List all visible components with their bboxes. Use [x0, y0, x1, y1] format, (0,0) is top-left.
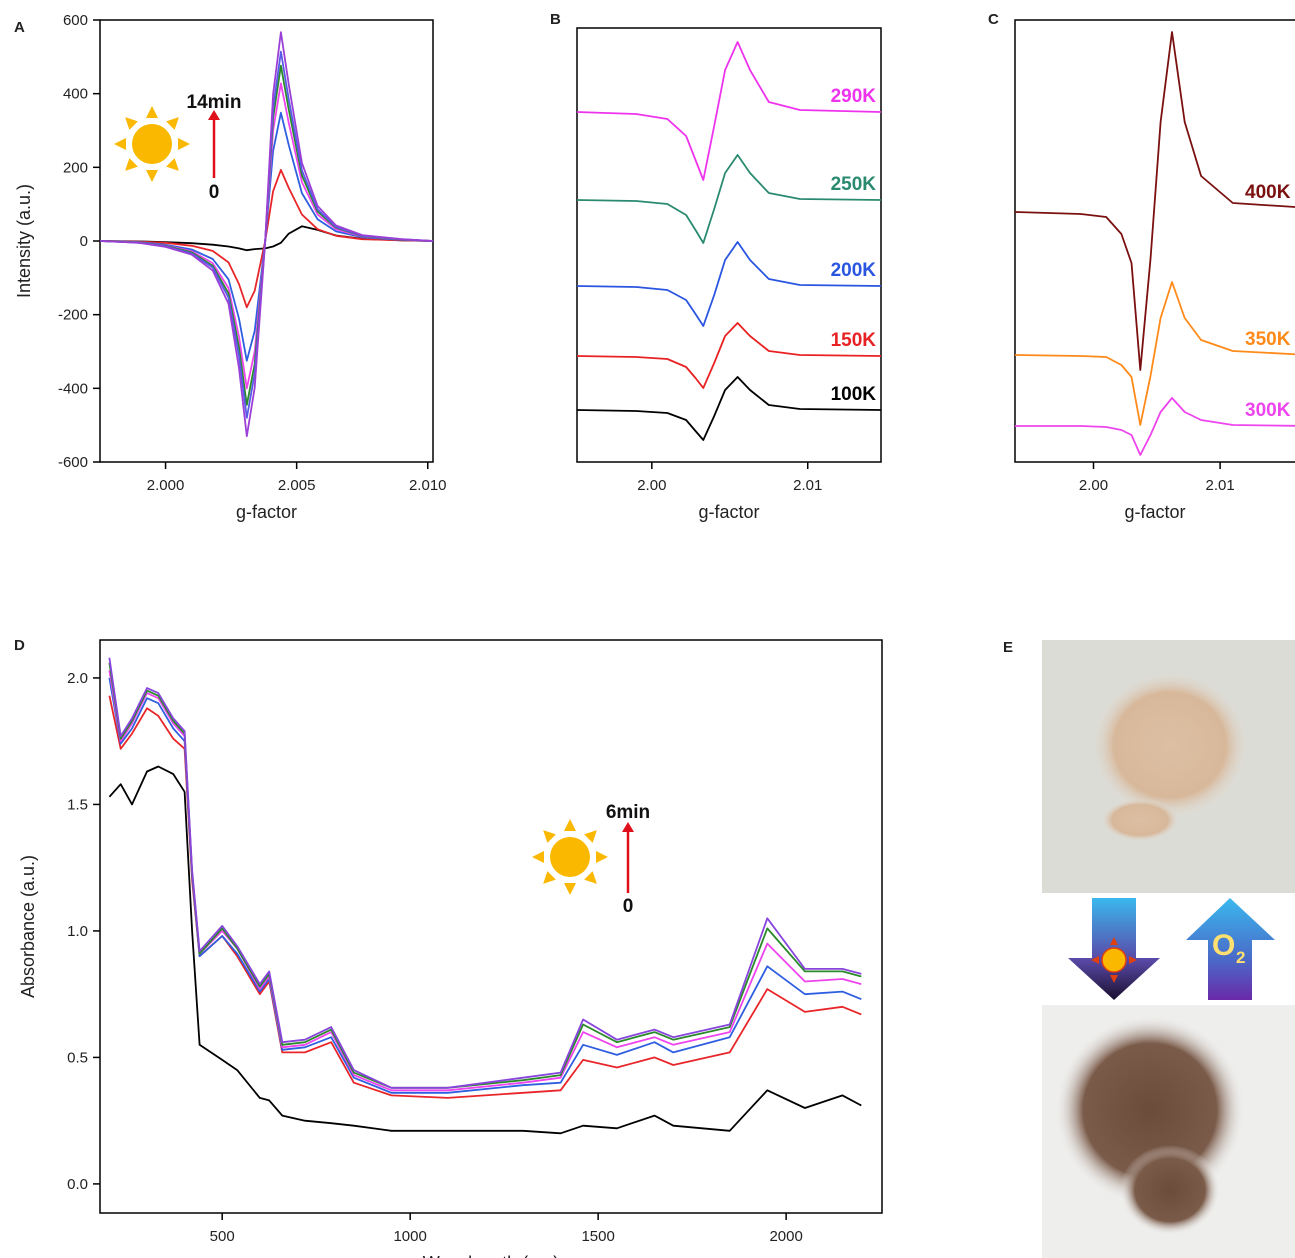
y-axis-title: Absorbance (a.u.) [18, 855, 38, 998]
x-tick-label: 2.00 [637, 477, 666, 494]
series-label: 350K [1245, 329, 1291, 350]
series-label: 200K [831, 260, 877, 281]
series-label: 290K [831, 86, 877, 107]
x-tick-label: 2.00 [1079, 477, 1108, 494]
data-line [109, 678, 861, 1093]
data-line [109, 696, 861, 1098]
sun-ray [564, 819, 576, 831]
y-tick-label: -400 [58, 380, 88, 397]
sun-ray [166, 158, 179, 171]
x-axis-title: g-factor [236, 502, 297, 522]
x-tick-label: 2.005 [278, 477, 316, 494]
data-line [577, 155, 881, 243]
plot-frame [1015, 20, 1295, 462]
annotation: 0 [623, 896, 634, 917]
sun-ray [596, 851, 608, 863]
x-axis-title: Wavelength (nm) [423, 1253, 559, 1258]
figure: E O 2 A2.0002.0052.010-600-400-200020040… [0, 0, 1295, 1258]
sun-ray [584, 830, 597, 843]
sun-ray [146, 106, 158, 118]
y-tick-label: -200 [58, 307, 88, 324]
fiber-blob [1090, 670, 1250, 820]
sun-ray [584, 871, 597, 884]
data-line [109, 658, 861, 1088]
series-label: 400K [1245, 182, 1291, 203]
sun-ray [564, 883, 576, 895]
data-line [109, 670, 861, 1090]
sun-ray [532, 851, 544, 863]
data-line [109, 767, 861, 1134]
data-line [577, 42, 881, 180]
sun-ray [178, 138, 190, 150]
data-line [577, 242, 881, 326]
fiber-blob [1120, 1145, 1220, 1235]
y-tick-label: 200 [63, 159, 88, 176]
annotation: 6min [606, 802, 650, 823]
panel-label: C [988, 11, 999, 28]
series-label: 300K [1245, 400, 1291, 421]
series-label: 150K [831, 330, 877, 351]
data-line [109, 663, 861, 1088]
panel-label: E [1003, 639, 1013, 656]
series-label: 100K [831, 384, 877, 405]
y-tick-label: 400 [63, 86, 88, 103]
x-tick-label: 500 [210, 1228, 235, 1245]
annotation: 0 [209, 182, 220, 203]
x-axis-title: g-factor [698, 502, 759, 522]
x-tick-label: 1000 [393, 1228, 426, 1245]
panel: C 2.00 2.01 g-factor 400K 350K 300K [988, 11, 1295, 522]
y-tick-label: 2.0 [67, 670, 88, 687]
x-tick-label: 1500 [581, 1228, 614, 1245]
sun-icon [532, 819, 608, 895]
arrow-head [622, 822, 634, 832]
y-tick-label: 1.5 [67, 796, 88, 813]
panel-label: D [14, 637, 25, 654]
y-tick-label: 0.5 [67, 1049, 88, 1066]
x-tick-label: 2.01 [793, 477, 822, 494]
y-tick-label: 600 [63, 12, 88, 29]
sun-icon [114, 106, 190, 182]
sun-ray [146, 170, 158, 182]
y-tick-label: 1.0 [67, 923, 88, 940]
sun-ray [114, 138, 126, 150]
series-label: 250K [831, 174, 877, 195]
y-tick-label: 0 [80, 233, 88, 250]
sun-disc [132, 124, 172, 164]
sun-ray [543, 830, 556, 843]
panel: B 2.00 2.01 g-factor 290K 250K 200K 150K 100K [550, 11, 881, 522]
sun-ray [125, 117, 138, 130]
y-tick-label: 0.0 [67, 1176, 88, 1193]
oxygen-symbol: O [1212, 929, 1235, 962]
x-axis-title: g-factor [1124, 502, 1185, 522]
sun-ray [166, 117, 179, 130]
panel-e: E O 2 [1003, 639, 1295, 1258]
panel: D 500 1000 1500 2000 0.0 0.5 1.0 1.5 2.0 Wavelengt… [14, 637, 882, 1258]
sun-ray [543, 871, 556, 884]
y-axis-title: Intensity (a.u.) [14, 184, 34, 298]
x-tick-label: 2.01 [1206, 477, 1235, 494]
x-tick-label: 2000 [769, 1228, 802, 1245]
x-tick-label: 2.000 [147, 477, 185, 494]
fiber-blob [1100, 798, 1180, 842]
y-tick-label: -600 [58, 454, 88, 471]
panel-label: B [550, 11, 561, 28]
sun-ray [125, 158, 138, 171]
panel: A 2.000 2.005 2.010 -600 -400 -200 0 200 400 600 g-… [14, 12, 447, 522]
oxygen-subscript: 2 [1236, 948, 1245, 967]
x-tick-label: 2.010 [409, 477, 447, 494]
sun-disc [550, 837, 590, 877]
annotation: 14min [187, 92, 242, 113]
panel-label: A [14, 19, 25, 36]
